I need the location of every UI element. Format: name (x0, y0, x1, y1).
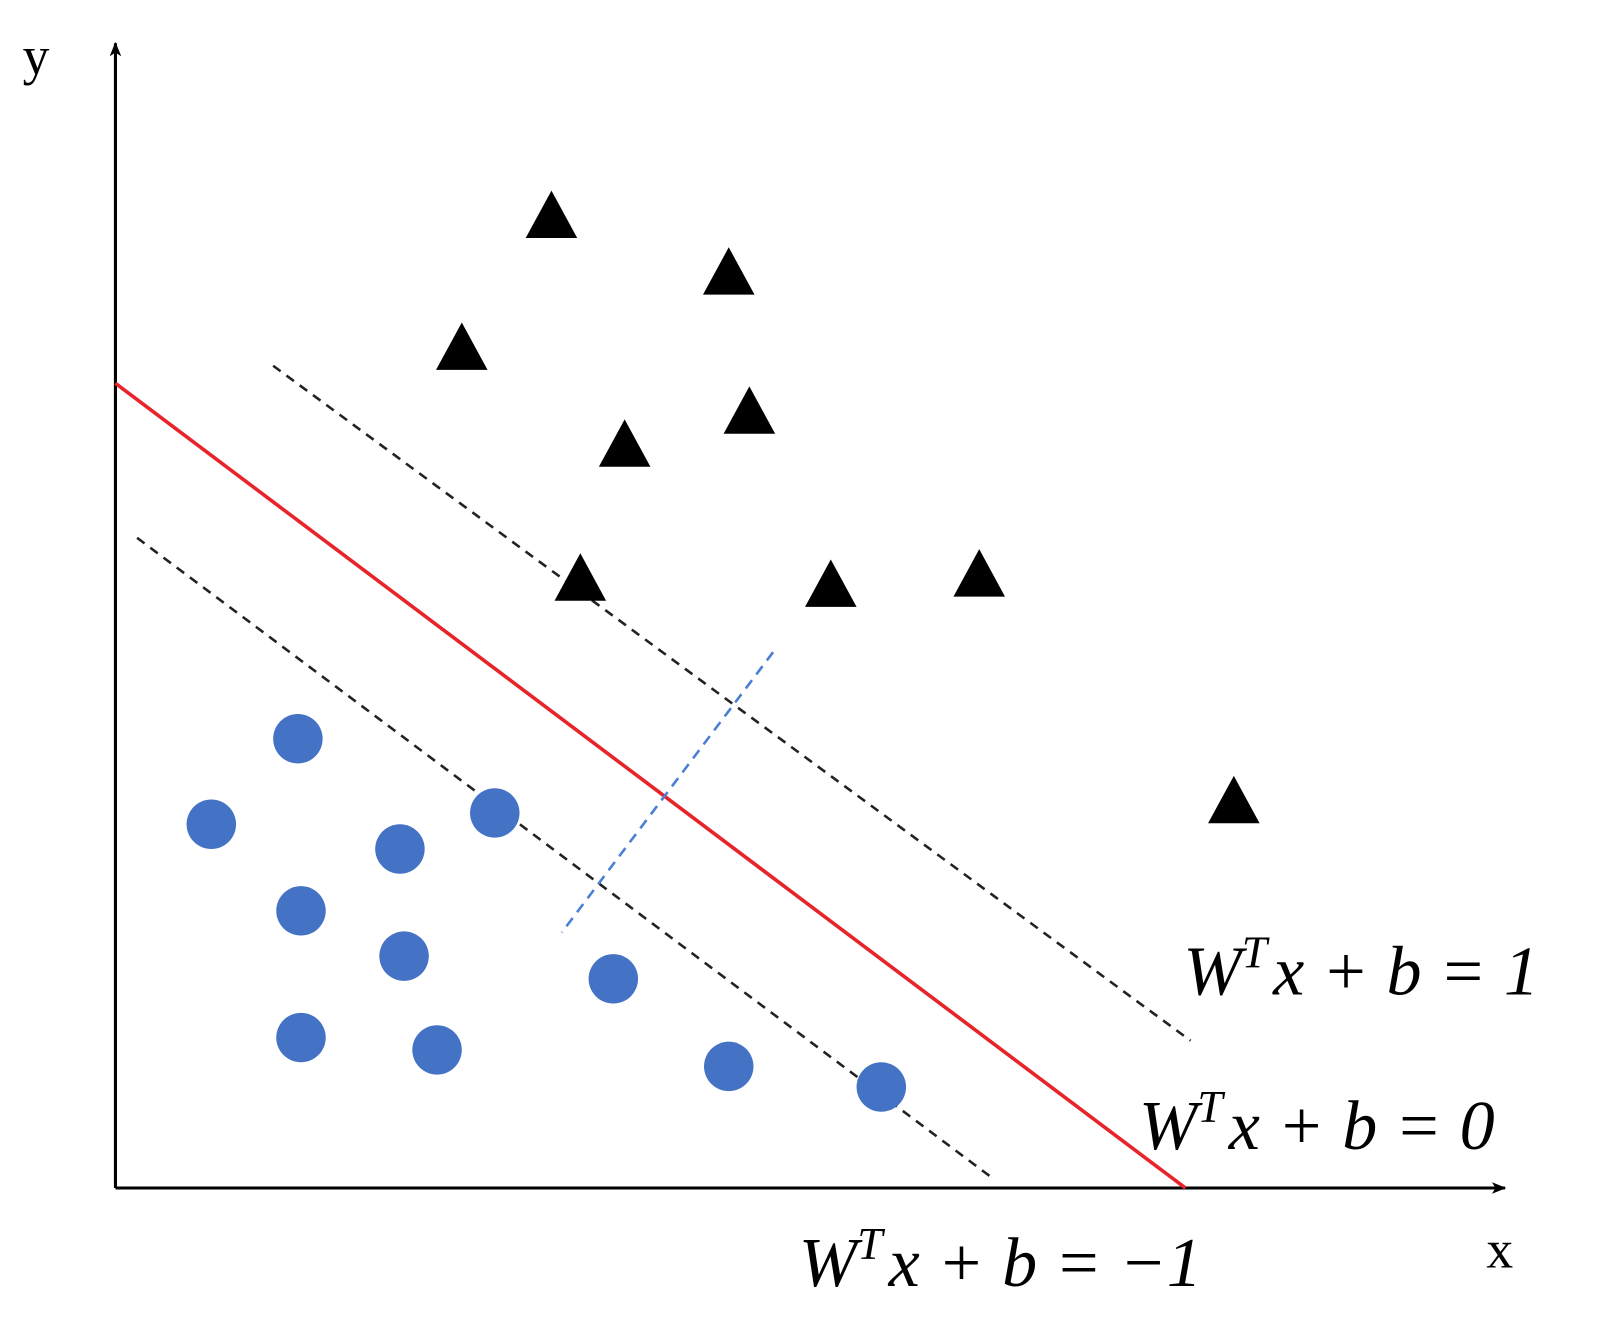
y-axis-label: y (23, 26, 50, 86)
eq-w: W (1183, 933, 1247, 1010)
circle-point (379, 931, 429, 981)
eq-expr: x + b = −1 (888, 1225, 1202, 1302)
eq-sup: T (857, 1219, 885, 1269)
triangle-point (554, 553, 607, 601)
circle-point (704, 1041, 754, 1092)
circle-point (588, 954, 639, 1004)
eq-w: W (799, 1225, 863, 1302)
triangle-point (702, 247, 755, 295)
circle-point (375, 824, 425, 874)
margin-width (560, 651, 775, 934)
equation: WTx + b = 0 (1139, 1082, 1495, 1165)
triangle-point (1208, 775, 1260, 824)
triangle-point (723, 386, 776, 434)
circle-point (273, 714, 323, 764)
lower-margin (136, 536, 996, 1181)
triangle-point (598, 419, 651, 467)
circle-point (412, 1025, 462, 1075)
eq-expr: x + b = 1 (1272, 933, 1539, 1010)
triangle-point (805, 559, 857, 607)
upper-margin (272, 364, 1192, 1042)
eq-sup: T (1242, 928, 1270, 978)
circle-point (276, 1012, 326, 1063)
circle-point (186, 799, 237, 850)
triangle-point (953, 549, 1005, 597)
shapes (109, 41, 1507, 1194)
circle-point (276, 886, 326, 936)
equation: WTx + b = −1 (799, 1219, 1202, 1302)
circle-point (856, 1062, 907, 1112)
eq-sup: T (1197, 1082, 1225, 1132)
eq-w: W (1139, 1088, 1203, 1165)
equation: WTx + b = 1 (1183, 928, 1539, 1011)
triangle-point (436, 322, 488, 370)
eq-expr: x + b = 0 (1228, 1088, 1495, 1165)
x-axis-label: x (1486, 1219, 1513, 1279)
circle-point (470, 788, 520, 838)
triangle-point (525, 190, 578, 239)
hyperplane (114, 381, 1187, 1190)
